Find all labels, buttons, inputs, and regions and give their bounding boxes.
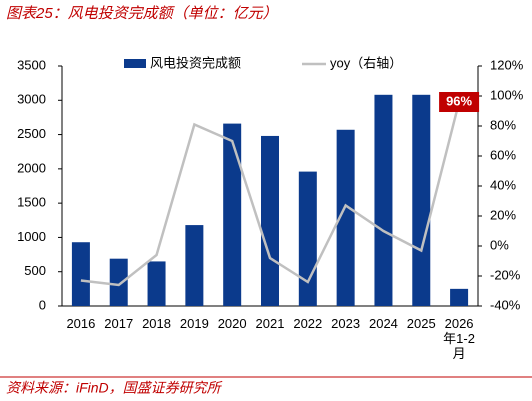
bar xyxy=(185,225,204,306)
x-tick-label: 2024 xyxy=(368,316,398,331)
x-tick-label: 2021 xyxy=(255,316,285,331)
chart-title: 图表25：风电投资完成额（单位：亿元） xyxy=(6,5,278,22)
y-tick-label: 2000 xyxy=(17,160,46,175)
line xyxy=(80,101,461,287)
x-tick-label: 2017 xyxy=(104,316,134,331)
x-tick-label: 2016 xyxy=(66,316,96,331)
x-tick-label: 2026年1-2月 xyxy=(443,316,475,361)
y-tick-label: 500 xyxy=(24,263,46,278)
y-tick-label: 3000 xyxy=(17,92,46,107)
bar xyxy=(412,94,431,306)
legend-label: 风电投资完成额 xyxy=(150,55,241,70)
x-tick-label: 2019 xyxy=(179,316,209,331)
y2-tick-label: 80% xyxy=(490,117,516,132)
y2-tick-label: -20% xyxy=(490,267,521,282)
x-tick-label: 2023 xyxy=(331,316,361,331)
y-tick-label: 0 xyxy=(39,297,46,312)
x-tick-label: 2025 xyxy=(406,316,436,331)
bar xyxy=(298,171,317,306)
bar xyxy=(336,129,355,306)
y2-tick-label: 40% xyxy=(490,177,516,192)
y2-tick-label: -40% xyxy=(490,297,521,312)
bar xyxy=(109,258,128,306)
x-tick-label: 2022 xyxy=(293,316,323,331)
y-tick-label: 1000 xyxy=(17,229,46,244)
value-label: 96% xyxy=(446,93,472,108)
x-tick-label: 2020 xyxy=(217,316,247,331)
y2-tick-label: 20% xyxy=(490,207,516,222)
bar xyxy=(374,94,393,306)
y2-tick-label: 60% xyxy=(490,147,516,162)
value-label-box xyxy=(439,92,480,112)
source: 资料来源：iFinD，国盛证券研究所 xyxy=(6,380,223,396)
y-tick-label: 3500 xyxy=(17,57,46,72)
bar xyxy=(450,288,469,306)
y-tick-label: 2500 xyxy=(17,126,46,141)
y2-tick-label: 100% xyxy=(490,87,524,102)
legend-label: yoy（右轴） xyxy=(330,55,402,70)
bar xyxy=(147,261,166,306)
bar xyxy=(261,135,279,306)
bar xyxy=(71,242,90,306)
bar xyxy=(223,123,242,306)
y2-tick-label: 0% xyxy=(490,237,509,252)
y2-tick-label: 120% xyxy=(490,57,524,72)
y-tick-label: 1500 xyxy=(17,195,46,210)
x-tick-label: 2018 xyxy=(142,316,171,331)
legend-swatch xyxy=(124,59,146,68)
